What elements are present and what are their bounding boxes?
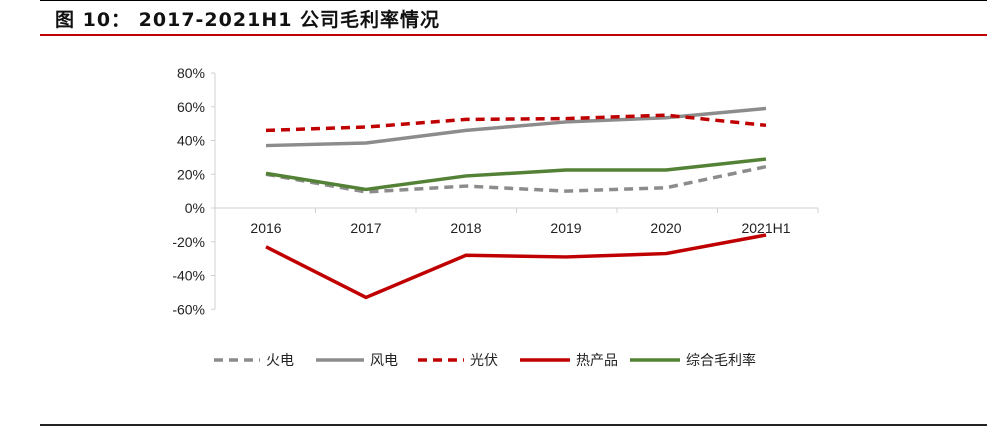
x-tick-label: 2019 xyxy=(550,220,581,236)
y-tick-label: 80% xyxy=(177,65,205,81)
x-tick-label: 2017 xyxy=(350,220,381,236)
legend-label: 风电 xyxy=(370,353,398,369)
series-line-1 xyxy=(265,106,767,148)
y-tick-label: 60% xyxy=(177,99,205,115)
x-tick-label: 2016 xyxy=(250,220,281,236)
legend-label: 火电 xyxy=(266,353,294,369)
y-tick-label: -40% xyxy=(172,268,205,284)
legend-label: 光伏 xyxy=(470,353,498,369)
y-tick-label: 0% xyxy=(185,200,205,216)
y-tick-label: -60% xyxy=(172,301,205,317)
legend-label: 热产品 xyxy=(576,353,618,369)
bottom-rule xyxy=(40,424,987,426)
figure-title: 图 10： 2017-2021H1 公司毛利率情况 xyxy=(55,9,441,31)
series-line-4 xyxy=(265,157,767,192)
x-tick-label: 2021H1 xyxy=(741,220,790,236)
x-tick-label: 2018 xyxy=(450,220,481,236)
legend-label: 综合毛利率 xyxy=(686,352,756,369)
x-tick-label: 2020 xyxy=(650,220,681,236)
y-tick-label: 20% xyxy=(177,166,205,182)
y-tick-label: -20% xyxy=(172,234,205,250)
series-line-3 xyxy=(265,233,767,300)
series-line-2 xyxy=(265,113,767,133)
series-line-0 xyxy=(265,164,767,194)
title-rule xyxy=(40,34,987,36)
top-rule xyxy=(40,0,987,1)
y-tick-label: 40% xyxy=(177,133,205,149)
